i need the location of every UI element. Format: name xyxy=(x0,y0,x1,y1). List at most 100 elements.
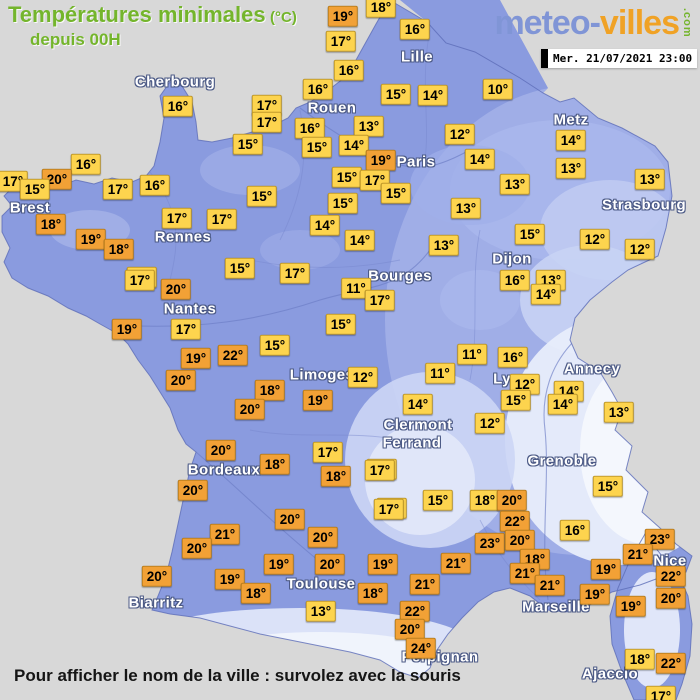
temp-badge[interactable]: 17° xyxy=(325,30,357,52)
temp-badge[interactable]: 20° xyxy=(141,565,173,587)
temp-badge[interactable]: 16° xyxy=(162,95,194,117)
temp-badge[interactable]: 22° xyxy=(399,600,431,622)
temp-badge[interactable]: 23° xyxy=(474,532,506,554)
temp-badge[interactable]: 17° xyxy=(312,441,344,463)
temp-badge[interactable]: 17° xyxy=(161,207,193,229)
temp-badge[interactable]: 18° xyxy=(240,582,272,604)
temp-badge[interactable]: 22° xyxy=(217,344,249,366)
temp-badge[interactable]: 16° xyxy=(294,117,326,139)
temp-badge[interactable]: 14° xyxy=(402,393,434,415)
temp-badge[interactable]: 22° xyxy=(655,565,687,587)
temp-badge[interactable]: 15° xyxy=(592,475,624,497)
temp-badge[interactable]: 13° xyxy=(499,173,531,195)
temp-badge[interactable]: 17° xyxy=(102,178,134,200)
temp-badge[interactable]: 21° xyxy=(440,552,472,574)
temp-badge[interactable]: 18° xyxy=(469,489,501,511)
temp-badge[interactable]: 18° xyxy=(624,648,656,670)
temp-badge[interactable]: 20° xyxy=(504,529,536,551)
temp-badge[interactable]: 15° xyxy=(327,192,359,214)
temp-badge[interactable]: 16° xyxy=(497,346,529,368)
temp-badge[interactable]: 19° xyxy=(590,558,622,580)
temp-badge[interactable]: 15° xyxy=(301,136,333,158)
temp-badge[interactable]: 17° xyxy=(373,498,405,520)
temp-badge[interactable]: 16° xyxy=(70,153,102,175)
temp-badge[interactable]: 15° xyxy=(246,185,278,207)
temp-badge[interactable]: 13° xyxy=(353,115,385,137)
temp-badge[interactable]: 20° xyxy=(307,526,339,548)
temp-badge[interactable]: 19° xyxy=(367,553,399,575)
temp-badge[interactable]: 19° xyxy=(615,595,647,617)
temp-badge[interactable]: 14° xyxy=(344,229,376,251)
temp-badge[interactable]: 19° xyxy=(75,228,107,250)
temp-badge[interactable]: 16° xyxy=(399,18,431,40)
temp-badge[interactable]: 19° xyxy=(327,5,359,27)
temp-badge[interactable]: 21° xyxy=(409,573,441,595)
temp-badge[interactable]: 16° xyxy=(139,174,171,196)
temp-badge[interactable]: 16° xyxy=(302,78,334,100)
temp-badge[interactable]: 17° xyxy=(645,685,677,700)
temp-badge[interactable]: 15° xyxy=(259,334,291,356)
temp-badge[interactable]: 13° xyxy=(428,234,460,256)
temp-badge[interactable]: 14° xyxy=(530,283,562,305)
temp-badge[interactable]: 19° xyxy=(180,347,212,369)
temp-badge[interactable]: 20° xyxy=(205,439,237,461)
temp-badge[interactable]: 14° xyxy=(309,214,341,236)
temp-badge[interactable]: 13° xyxy=(603,401,635,423)
temp-badge[interactable]: 15° xyxy=(514,223,546,245)
temp-badge[interactable]: 17° xyxy=(279,262,311,284)
temp-badge[interactable]: 20° xyxy=(165,369,197,391)
temp-badge[interactable]: 17° xyxy=(364,289,396,311)
temp-badge[interactable]: 15° xyxy=(380,182,412,204)
temp-badge[interactable]: 18° xyxy=(357,582,389,604)
temp-badge[interactable]: 19° xyxy=(579,583,611,605)
temp-badge[interactable]: 19° xyxy=(263,553,295,575)
temp-badge[interactable]: 11° xyxy=(425,362,455,384)
temp-badge[interactable]: 14° xyxy=(547,393,579,415)
temp-badge[interactable]: 15° xyxy=(232,133,264,155)
temp-badge[interactable]: 20° xyxy=(274,508,306,530)
temp-badge[interactable]: 16° xyxy=(499,269,531,291)
temp-badge[interactable]: 11° xyxy=(341,277,371,299)
temp-badge[interactable]: 21° xyxy=(622,543,654,565)
temp-badge[interactable]: 17° xyxy=(364,459,396,481)
temp-badge[interactable]: 23° xyxy=(644,528,676,550)
temp-badge[interactable]: 21° xyxy=(534,574,566,596)
temp-badge[interactable]: 22° xyxy=(655,652,687,674)
temp-badge[interactable]: 20° xyxy=(394,618,426,640)
temp-badge[interactable]: 18° xyxy=(365,0,397,18)
temp-badge[interactable]: 12° xyxy=(444,123,476,145)
temp-badge[interactable]: 20° xyxy=(496,489,528,511)
temp-badge[interactable]: 12° xyxy=(579,228,611,250)
temp-badge[interactable]: 20° xyxy=(160,278,192,300)
temp-badge[interactable]: 16° xyxy=(559,519,591,541)
temp-badge[interactable]: 18° xyxy=(320,465,352,487)
temp-badge[interactable]: 12° xyxy=(347,366,379,388)
temp-badge[interactable]: 17° xyxy=(251,111,283,133)
temp-badge[interactable]: 21° xyxy=(209,523,241,545)
temp-badge[interactable]: 19° xyxy=(214,568,246,590)
temp-badge[interactable]: 20° xyxy=(234,398,266,420)
temp-badge[interactable]: 17° xyxy=(206,208,238,230)
temp-badge[interactable]: 19° xyxy=(365,149,397,171)
temp-badge[interactable]: 18° xyxy=(35,213,67,235)
temp-badge[interactable]: 11° xyxy=(457,343,487,365)
temp-badge[interactable]: 10° xyxy=(482,78,514,100)
site-logo[interactable]: meteo- villes .com xyxy=(494,6,693,40)
temp-badge[interactable]: 18° xyxy=(103,238,135,260)
temp-badge[interactable]: 14° xyxy=(464,148,496,170)
temp-badge[interactable]: 20° xyxy=(655,587,687,609)
temp-badge[interactable]: 12° xyxy=(474,412,506,434)
temp-badge[interactable]: 12° xyxy=(624,238,656,260)
temp-badge[interactable]: 14° xyxy=(417,84,449,106)
temp-badge[interactable]: 15° xyxy=(224,257,256,279)
temp-badge[interactable]: 15° xyxy=(331,166,363,188)
temp-badge[interactable]: 18° xyxy=(254,379,286,401)
temp-badge[interactable]: 21° xyxy=(509,562,541,584)
temp-badge[interactable]: 20° xyxy=(181,537,213,559)
temp-badge[interactable]: 20° xyxy=(177,479,209,501)
temp-badge[interactable]: 17° xyxy=(124,269,156,291)
temp-badge[interactable]: 13° xyxy=(305,600,337,622)
temp-badge[interactable]: 18° xyxy=(259,453,291,475)
temp-badge[interactable]: 16° xyxy=(333,59,365,81)
